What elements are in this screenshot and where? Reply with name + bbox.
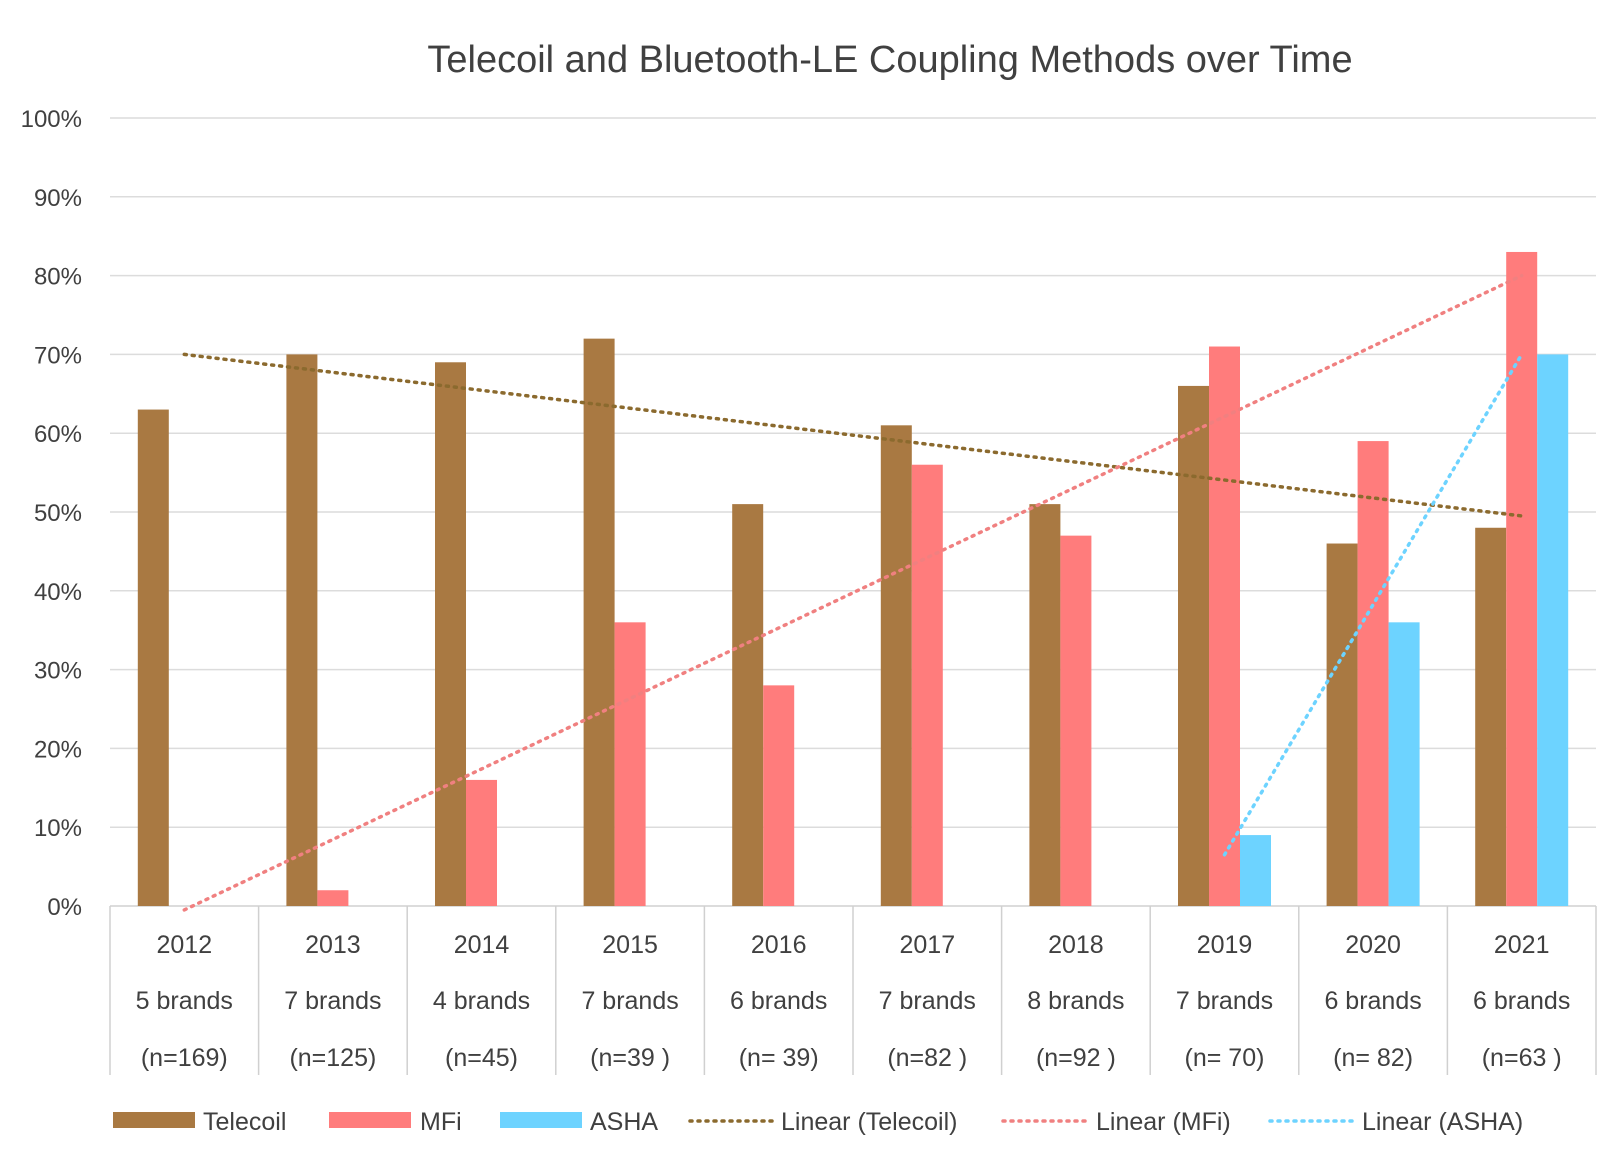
bar-telecoil-2017 (880, 425, 912, 906)
x-category-year: 2016 (751, 931, 807, 959)
bar-telecoil-2014 (435, 362, 466, 906)
x-category-brands: 8 brands (1027, 987, 1124, 1015)
y-tick-label: 10% (34, 815, 82, 842)
trendlines (182, 273, 1524, 912)
legend-label-mfi: MFi (420, 1108, 462, 1136)
bar-telecoil-2021 (1475, 527, 1507, 906)
x-category-year: 2020 (1345, 931, 1401, 959)
y-tick-label: 0% (47, 894, 82, 921)
x-category-n: (n=45) (445, 1044, 518, 1072)
x-category-brands: 6 brands (1324, 987, 1421, 1015)
x-axis-table: 2012 5 brands (n=169) 2013 7 brands (n=125) 20… (109, 906, 1597, 1075)
legend-swatch-asha (500, 1112, 582, 1128)
legend-swatch-telecoil (113, 1112, 195, 1128)
y-tick-label: 40% (34, 579, 82, 606)
trendline-linear-asha (1222, 352, 1524, 857)
x-category-n: (n=125) (289, 1044, 376, 1072)
x-category-n: (n=92 ) (1036, 1044, 1116, 1072)
x-category-n: (n=169) (141, 1044, 228, 1072)
x-category-year: 2014 (454, 931, 510, 959)
bar-mfi-2019 (1209, 346, 1240, 906)
x-category-n: (n=63 ) (1482, 1044, 1562, 1072)
x-category-n: (n= 82) (1333, 1044, 1413, 1072)
x-category-year: 2012 (156, 931, 212, 959)
y-tick-label: 100% (21, 106, 82, 133)
bar-telecoil-2013 (286, 354, 318, 906)
legend-label-telecoil: Telecoil (203, 1108, 286, 1136)
bar-asha-2020 (1388, 622, 1420, 906)
x-category-brands: 6 brands (1473, 987, 1570, 1015)
bar-telecoil-2016 (732, 504, 764, 906)
y-tick-label: 50% (34, 500, 82, 527)
bar-mfi-2017 (911, 464, 943, 906)
x-category-n: (n=82 ) (887, 1044, 967, 1072)
bar-telecoil-2020 (1326, 543, 1358, 906)
x-category-year: 2021 (1494, 931, 1550, 959)
bar-mfi-2020 (1357, 441, 1389, 906)
x-category-year: 2019 (1197, 931, 1253, 959)
bar-asha-2021 (1537, 354, 1569, 906)
bar-telecoil-2019 (1178, 385, 1209, 906)
bar-mfi-2015 (614, 622, 646, 906)
bars (137, 251, 1569, 906)
x-category-brands: 4 brands (433, 987, 530, 1015)
x-category-brands: 7 brands (284, 987, 381, 1015)
legend-label-linear-telecoil: Linear (Telecoil) (781, 1108, 957, 1136)
x-category-brands: 6 brands (730, 987, 827, 1015)
bar-telecoil-2018 (1029, 504, 1061, 906)
y-tick-label: 30% (34, 658, 82, 685)
legend-label-asha: ASHA (590, 1108, 658, 1136)
bar-mfi-2014 (466, 779, 497, 906)
x-category-year: 2015 (602, 931, 658, 959)
legend: Telecoil MFi ASHA Linear (Telecoil) Linear (… (113, 1108, 1523, 1136)
x-category-n: (n= 70) (1185, 1044, 1265, 1072)
bar-mfi-2013 (317, 890, 349, 906)
bar-asha-2019 (1240, 835, 1271, 906)
x-category-brands: 7 brands (1176, 987, 1273, 1015)
x-category-year: 2013 (305, 931, 361, 959)
x-category-year: 2017 (899, 931, 955, 959)
trendline-linear-mfi (182, 273, 1524, 912)
y-tick-label: 90% (34, 185, 82, 212)
x-category-brands: 7 brands (879, 987, 976, 1015)
bar-mfi-2016 (763, 685, 795, 906)
y-axis-ticks: 0% 10% 20% 30% 40% 50% 60% 70% 80% 90% 100% (21, 106, 82, 921)
x-category-year: 2018 (1048, 931, 1104, 959)
y-tick-label: 80% (34, 264, 82, 291)
y-tick-label: 70% (34, 342, 82, 369)
legend-label-linear-asha: Linear (ASHA) (1362, 1108, 1523, 1136)
legend-label-linear-mfi: Linear (MFi) (1096, 1108, 1231, 1136)
bar-telecoil-2012 (137, 409, 169, 906)
bar-mfi-2021 (1506, 251, 1538, 906)
y-tick-label: 20% (34, 736, 82, 763)
legend-swatch-mfi (329, 1112, 411, 1128)
bar-telecoil-2015 (583, 338, 615, 906)
x-category-brands: 5 brands (136, 987, 233, 1015)
x-category-brands: 7 brands (581, 987, 678, 1015)
y-tick-label: 60% (34, 421, 82, 448)
chart-title: Telecoil and Bluetooth-LE Coupling Metho… (427, 39, 1352, 81)
bar-mfi-2018 (1060, 535, 1092, 906)
trendline-linear-telecoil (182, 352, 1524, 518)
x-category-n: (n= 39) (739, 1044, 819, 1072)
x-category-n: (n=39 ) (590, 1044, 670, 1072)
